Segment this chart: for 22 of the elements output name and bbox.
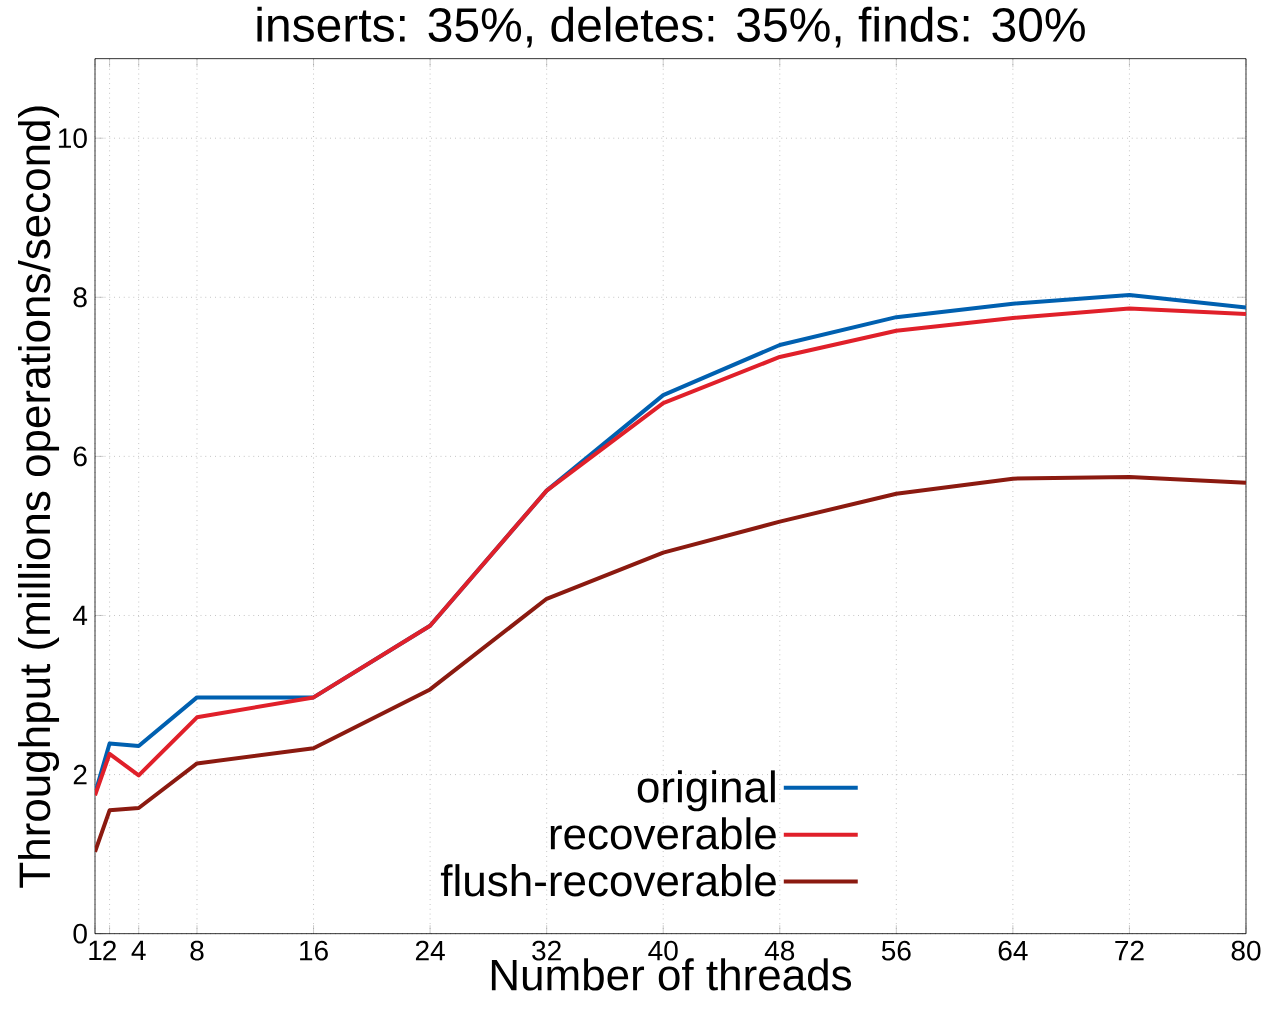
line-series [95,475,1246,854]
x-tick-label: 56 [881,940,911,961]
legend-label: flush-recoverable [440,864,776,897]
x-tick-label: 80 [1231,940,1261,961]
y-axis-title: Throughput (millions operations/second) [18,106,60,888]
x-tick-label: 4 [131,940,146,961]
x-tick-label: 1 [89,940,102,961]
x-tick-label: 8 [190,940,204,961]
y-tick-label: 8 [73,287,87,308]
x-tick-label: 2 [103,940,116,961]
y-tick-label: 6 [73,446,87,467]
x-tick-label: 64 [998,940,1028,961]
legend-label: original [637,770,775,812]
y-tick-label: 4 [72,606,88,626]
x-tick-label: 16 [300,940,328,961]
x-tick-label: 72 [1115,940,1144,961]
y-tick-label: 10 [58,128,87,149]
y-tick-label: 0 [73,923,87,944]
x-tick-label: 24 [415,940,445,961]
chart-title: inserts: 35%, deletes: 35%, finds: 30% [257,6,1085,48]
legend-label: recoverable [550,817,776,850]
y-tick-label: 2 [73,764,87,785]
